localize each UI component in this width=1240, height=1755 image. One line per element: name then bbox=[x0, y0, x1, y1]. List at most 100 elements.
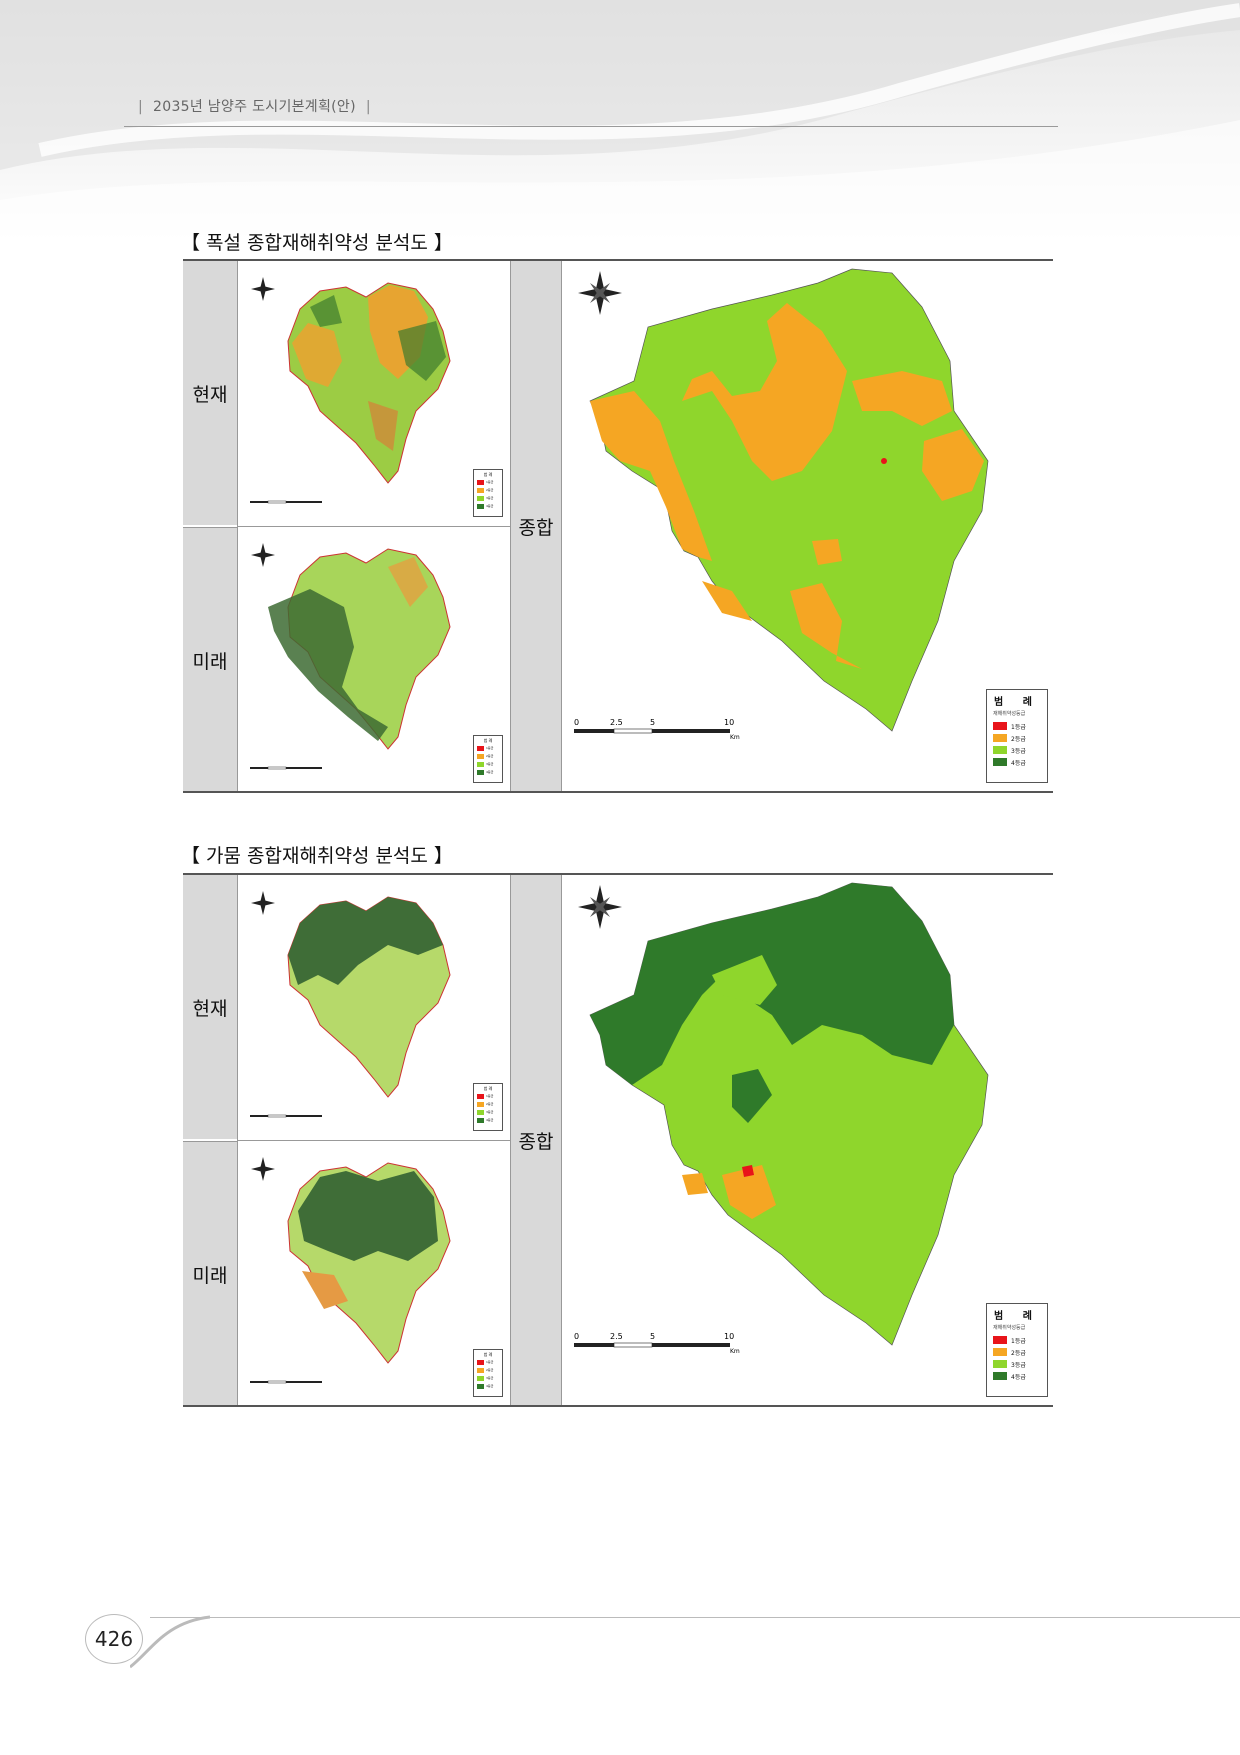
table-bottom-rule bbox=[183, 791, 1053, 793]
row-label-current: 현재 bbox=[183, 261, 237, 525]
legend-swatch bbox=[993, 722, 1007, 730]
running-head-bar-left: | bbox=[138, 99, 144, 115]
compass-icon bbox=[251, 543, 275, 567]
legend-item: 3등급 bbox=[987, 1358, 1047, 1370]
legend-item: 2등급 bbox=[474, 752, 502, 760]
region-map-image bbox=[250, 277, 451, 504]
map-legend: 범 례 1등급 2등급 3등급 4등급 bbox=[473, 1349, 503, 1397]
legend-title: 범 례 bbox=[994, 1311, 1040, 1322]
scale-tick: 5 bbox=[650, 718, 655, 727]
table-divider bbox=[238, 1140, 510, 1141]
legend-item: 3등급 bbox=[474, 494, 502, 502]
legend-item: 3등급 bbox=[474, 1374, 502, 1382]
scale-bar: 0 2.5 5 10 Km bbox=[574, 718, 740, 741]
map-legend: 범 례 재해취약성등급 1등급 2등급 3등급 4등급 bbox=[986, 689, 1048, 783]
scale-tick: 10 bbox=[724, 1332, 734, 1341]
map-drought-current: 범 례 1등급 2등급 3등급 4등급 bbox=[238, 875, 510, 1139]
table-divider bbox=[238, 526, 510, 527]
region-map-image: 0 2.5 5 10 Km bbox=[574, 268, 989, 741]
legend-item: 4등급 bbox=[474, 1116, 502, 1124]
map-legend: 범 례 1등급 2등급 3등급 4등급 bbox=[473, 1083, 503, 1131]
legend-swatch bbox=[993, 1336, 1007, 1344]
footer-swoosh bbox=[130, 1615, 210, 1669]
table-divider bbox=[510, 875, 511, 1405]
scale-tick: 10 bbox=[724, 718, 734, 727]
legend-item: 4등급 bbox=[474, 1382, 502, 1390]
compass-icon bbox=[578, 885, 622, 929]
region-map-image bbox=[250, 543, 451, 770]
legend-swatch bbox=[993, 1372, 1007, 1380]
map-legend: 범 례 재해취약성등급 1등급 2등급 3등급 4등급 bbox=[986, 1303, 1048, 1397]
running-head: | 2035년 남양주 도시기본계획(안) | bbox=[128, 96, 381, 116]
legend-swatch bbox=[993, 734, 1007, 742]
scale-unit: Km bbox=[730, 1348, 740, 1355]
legend-item: 1등급 bbox=[474, 478, 502, 486]
figure-table-snow: 현재 미래 종합 범 례 1등급 2등급 3등급 4등급 bbox=[183, 259, 1053, 793]
scale-bar bbox=[250, 766, 322, 770]
table-divider bbox=[237, 261, 238, 791]
legend-swatch bbox=[993, 1348, 1007, 1356]
region-map-image: 0 2.5 5 10 Km bbox=[574, 882, 989, 1355]
legend-item: 2등급 bbox=[987, 732, 1047, 744]
map-drought-future: 범 례 1등급 2등급 3등급 4등급 bbox=[238, 1141, 510, 1405]
header-rule bbox=[124, 126, 1058, 127]
summary-label: 종합 bbox=[511, 261, 561, 791]
legend-item: 2등급 bbox=[474, 486, 502, 494]
table-bottom-rule bbox=[183, 1405, 1053, 1407]
legend-item: 3등급 bbox=[474, 1108, 502, 1116]
section-title-snow: 【 폭설 종합재해취약성 분석도 】 bbox=[181, 232, 453, 254]
map-drought-summary: 0 2.5 5 10 Km 범 례 재해취약성등급 1등급 2등급 3등급 4등… bbox=[562, 875, 1053, 1405]
scale-tick: 2.5 bbox=[610, 718, 623, 727]
legend-item: 4등급 bbox=[474, 502, 502, 510]
scale-tick: 2.5 bbox=[610, 1332, 623, 1341]
row-label-future: 미래 bbox=[183, 527, 237, 792]
summary-label: 종합 bbox=[511, 875, 561, 1405]
legend-subtitle: 재해취약성등급 bbox=[993, 711, 1026, 717]
compass-icon bbox=[251, 277, 275, 301]
legend-swatch bbox=[993, 758, 1007, 766]
compass-icon bbox=[578, 271, 622, 315]
table-divider bbox=[561, 261, 562, 791]
scale-bar bbox=[250, 1114, 322, 1118]
legend-item: 3등급 bbox=[987, 744, 1047, 756]
map-snow-summary: 0 2.5 5 10 Km 범 례 재해취약성등급 1등급 2등급 3등급 4등… bbox=[562, 261, 1053, 791]
scale-tick: 0 bbox=[574, 1332, 579, 1341]
legend-item: 1등급 bbox=[987, 720, 1047, 732]
legend-item: 3등급 bbox=[474, 760, 502, 768]
figure-table-drought: 현재 미래 종합 범 례 1등급 2등급 3등급 4등급 bbox=[183, 873, 1053, 1407]
table-top-rule bbox=[183, 873, 1053, 875]
running-head-bar-right: | bbox=[365, 99, 371, 115]
legend-item: 2등급 bbox=[987, 1346, 1047, 1358]
footer-rule bbox=[150, 1617, 1240, 1618]
header-background bbox=[0, 0, 1240, 250]
map-snow-current: 범 례 1등급 2등급 3등급 4등급 bbox=[238, 261, 510, 525]
table-divider bbox=[237, 875, 238, 1405]
legend-swatch bbox=[993, 746, 1007, 754]
map-legend: 범 례 1등급 2등급 3등급 4등급 bbox=[473, 735, 503, 783]
region-map-image bbox=[250, 891, 451, 1118]
legend-item: 1등급 bbox=[987, 1334, 1047, 1346]
region-map-image bbox=[250, 1157, 451, 1384]
compass-icon bbox=[251, 1157, 275, 1181]
table-top-rule bbox=[183, 259, 1053, 261]
legend-title: 범 례 bbox=[483, 1086, 493, 1091]
legend-item: 1등급 bbox=[474, 1358, 502, 1366]
legend-item: 1등급 bbox=[474, 744, 502, 752]
compass-icon bbox=[251, 891, 275, 915]
scale-bar bbox=[250, 500, 322, 504]
map-legend: 범 례 1등급 2등급 3등급 4등급 bbox=[473, 469, 503, 517]
legend-swatch bbox=[993, 1360, 1007, 1368]
legend-subtitle: 재해취약성등급 bbox=[993, 1325, 1026, 1331]
page-number: 426 bbox=[85, 1614, 143, 1664]
scale-bar: 0 2.5 5 10 Km bbox=[574, 1332, 740, 1355]
row-label-future: 미래 bbox=[183, 1141, 237, 1406]
legend-title: 범 례 bbox=[483, 472, 493, 477]
table-divider bbox=[561, 875, 562, 1405]
legend-title: 범 례 bbox=[483, 738, 493, 743]
scale-tick: 5 bbox=[650, 1332, 655, 1341]
legend-item: 2등급 bbox=[474, 1366, 502, 1374]
scale-tick: 0 bbox=[574, 718, 579, 727]
section-title-drought: 【 가뭄 종합재해취약성 분석도 】 bbox=[181, 845, 453, 867]
legend-item: 2등급 bbox=[474, 1100, 502, 1108]
legend-item: 4등급 bbox=[987, 756, 1047, 768]
